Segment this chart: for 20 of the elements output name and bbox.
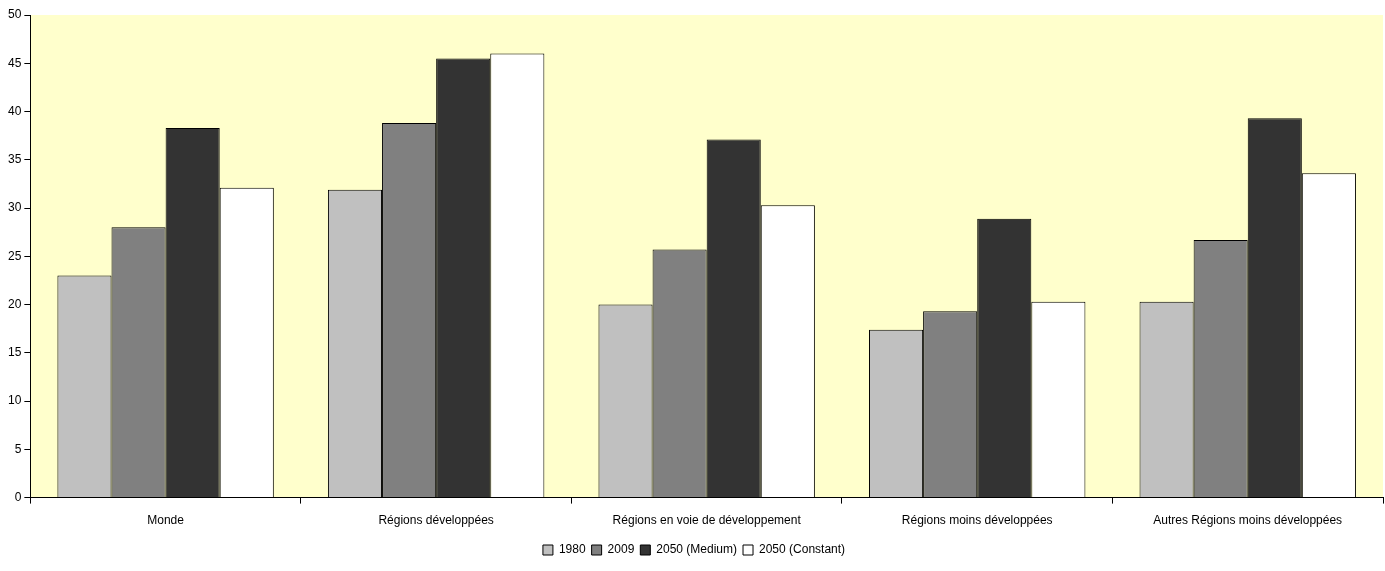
x-tick-label: Autres Régions moins développées <box>1153 513 1343 528</box>
y-tick-label: 40 <box>7 103 22 118</box>
legend-label: 2050 (Constant) <box>759 542 846 557</box>
x-tick-label: Régions en voie de développement <box>612 513 802 528</box>
y-tick-label: 30 <box>7 200 22 215</box>
y-tick-label: 25 <box>7 248 22 263</box>
y-tick-label: 10 <box>7 393 22 408</box>
y-tick-label: 35 <box>7 152 22 167</box>
legend-label: 2009 <box>607 542 635 557</box>
x-tick-label: Régions moins développées <box>901 513 1053 528</box>
x-tick-label: Régions développées <box>378 513 494 528</box>
y-tick-label: 0 <box>14 489 22 504</box>
y-tick-label: 15 <box>7 345 22 360</box>
y-tick-label: 5 <box>14 441 22 456</box>
y-tick-label: 45 <box>7 55 22 70</box>
x-tick-label: Monde <box>147 513 185 528</box>
y-tick-label: 20 <box>7 296 22 311</box>
legend-label: 2050 (Medium) <box>656 542 738 557</box>
legend-label: 1980 <box>558 542 586 557</box>
y-tick-label: 50 <box>7 7 22 22</box>
